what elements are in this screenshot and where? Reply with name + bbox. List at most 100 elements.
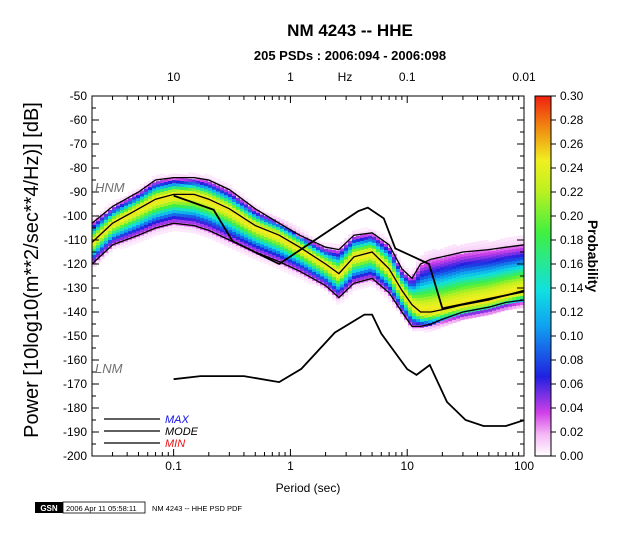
- heatmap-cell: [184, 180, 189, 185]
- heatmap-cell: [420, 282, 425, 286]
- heatmap-cell: [140, 192, 145, 197]
- heatmap-cell: [148, 201, 153, 206]
- heatmap-cell: [496, 269, 501, 274]
- heatmap-cell: [444, 256, 449, 260]
- y-tick-label: -80: [70, 161, 88, 175]
- heatmap-cell: [116, 204, 121, 209]
- heatmap-cell: [236, 203, 241, 207]
- heatmap-cell: [360, 255, 365, 259]
- heatmap-cell: [144, 215, 149, 219]
- heatmap-cell: [312, 259, 317, 263]
- heatmap-cell: [452, 274, 457, 278]
- heatmap-cell: [428, 271, 433, 276]
- heatmap-cell: [256, 230, 261, 234]
- heatmap-cell: [504, 249, 509, 254]
- heatmap-cell: [392, 289, 397, 293]
- heatmap-cell: [416, 315, 421, 320]
- heatmap-cell: [464, 273, 469, 278]
- heatmap-cell: [376, 248, 381, 253]
- heatmap-cell: [112, 245, 117, 250]
- heatmap-cell: [176, 179, 181, 184]
- heatmap-cell: [148, 204, 153, 209]
- heatmap-cell: [440, 269, 445, 274]
- heatmap-cell: [336, 259, 341, 263]
- heatmap-cell: [360, 273, 365, 277]
- heatmap-cell: [304, 230, 309, 235]
- heatmap-cell: [112, 218, 117, 223]
- heatmap-cell: [276, 253, 281, 257]
- heatmap-cell: [460, 277, 465, 282]
- heatmap-cell: [204, 230, 209, 235]
- heatmap-cell: [452, 271, 457, 275]
- heatmap-cell: [112, 200, 117, 205]
- heatmap-cell: [284, 266, 289, 270]
- heatmap-cell: [456, 299, 461, 304]
- heatmap-cell: [508, 240, 513, 244]
- heatmap-cell: [256, 236, 261, 240]
- heatmap-cell: [280, 240, 285, 244]
- heatmap-cell: [172, 212, 177, 217]
- colorbar-tick-label: 0.14: [560, 281, 584, 295]
- heatmap-cell: [340, 259, 345, 264]
- x-axis-label: Period (sec): [276, 481, 341, 495]
- heatmap-cell: [252, 231, 257, 236]
- heatmap-cell: [376, 239, 381, 244]
- heatmap-cell: [356, 277, 361, 281]
- heatmap-cell: [176, 212, 181, 217]
- heatmap-cell: [132, 238, 137, 242]
- heatmap-cell: [360, 267, 365, 271]
- heatmap-cell: [496, 266, 501, 271]
- heatmap-cell: [348, 252, 353, 256]
- heatmap-cell: [476, 265, 481, 270]
- heatmap-cell: [232, 192, 237, 196]
- heatmap-cell: [232, 246, 237, 250]
- heatmap-cell: [156, 195, 161, 200]
- heatmap-cell: [408, 276, 413, 281]
- heatmap-cell: [476, 289, 481, 294]
- heatmap-cell: [296, 253, 301, 258]
- heatmap-cell: [500, 238, 505, 243]
- heatmap-cell: [472, 254, 477, 258]
- heatmap-cell: [200, 217, 205, 221]
- heatmap-cell: [468, 257, 473, 262]
- heatmap-cell: [200, 232, 205, 236]
- heatmap-cell: [264, 245, 269, 250]
- heatmap-cell: [284, 236, 289, 240]
- heatmap-cell: [364, 269, 369, 273]
- heatmap-cell: [468, 272, 473, 277]
- heatmap-cell: [492, 255, 497, 260]
- heatmap-cell: [388, 271, 393, 275]
- heatmap-cell: [216, 181, 221, 186]
- heatmap-cell: [208, 220, 213, 224]
- heatmap-cell: [260, 228, 265, 233]
- heatmap-cell: [228, 205, 233, 210]
- heatmap-cell: [404, 277, 409, 281]
- heatmap-cell: [412, 327, 417, 332]
- heatmap-cell: [296, 271, 301, 276]
- heatmap-cell: [488, 281, 493, 285]
- nlnm-label: LNM: [95, 361, 123, 376]
- heatmap-cell: [168, 210, 173, 214]
- heatmap-cell: [476, 256, 481, 261]
- heatmap-cell: [428, 295, 433, 300]
- heatmap-cell: [500, 295, 505, 300]
- heatmap-cell: [404, 286, 409, 290]
- heatmap-cell: [384, 267, 389, 271]
- heatmap-cell: [324, 248, 329, 252]
- heatmap-cell: [220, 231, 225, 236]
- heatmap-cell: [252, 243, 257, 248]
- x-tick-label: 0.1: [165, 459, 182, 473]
- heatmap-cell: [484, 302, 489, 307]
- heatmap-cell: [436, 283, 441, 287]
- heatmap-cell: [488, 308, 493, 312]
- heatmap-cell: [336, 268, 341, 272]
- heatmap-cell: [412, 300, 417, 305]
- footer-caption: NM 4243 -- HHE PSD PDF: [152, 504, 242, 513]
- heatmap-cell: [400, 286, 405, 290]
- heatmap-cell: [372, 257, 377, 261]
- heatmap-cell: [360, 249, 365, 253]
- heatmap-cell: [336, 247, 341, 251]
- heatmap-cell: [136, 197, 141, 202]
- heatmap-cell: [260, 213, 265, 218]
